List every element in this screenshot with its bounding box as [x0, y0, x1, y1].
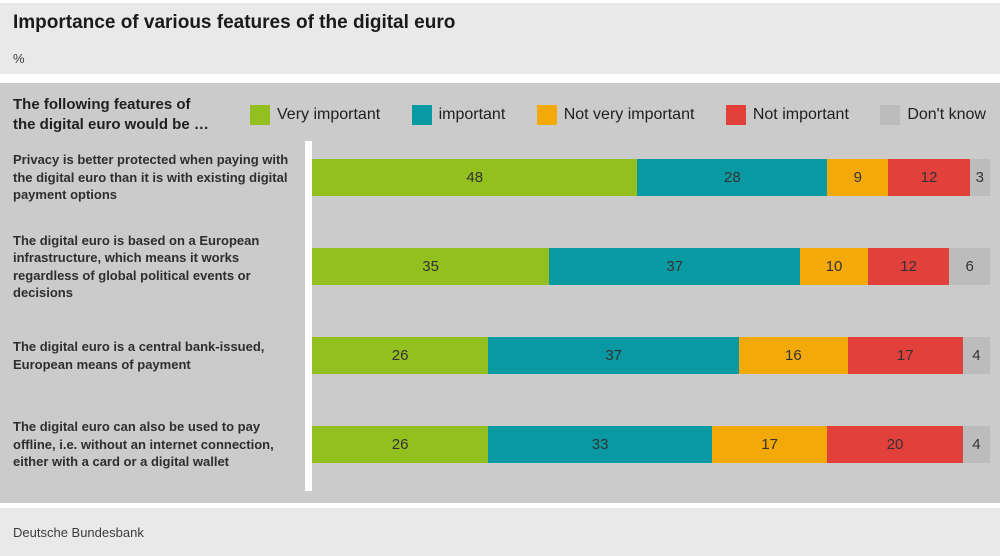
- legend-swatch-icon: [536, 105, 557, 125]
- chart-row: Privacy is better protected when paying …: [0, 147, 1000, 236]
- segment-value: 6: [965, 258, 974, 275]
- legend-label: Very important: [277, 106, 381, 123]
- source-label: Deutsche Bundesbank: [13, 524, 144, 540]
- footer-separator: [0, 503, 1000, 508]
- legend-item-very-important: Very important: [250, 105, 380, 125]
- bar-segment-very-important: 26: [312, 426, 489, 463]
- legend-label: important: [438, 106, 506, 123]
- segment-value: 4: [972, 347, 981, 364]
- legend-item-don-t-know: Don't know: [880, 105, 986, 125]
- category-label: The digital euro is based on a European …: [13, 232, 260, 301]
- chart-header: Importance of various features of the di…: [0, 3, 1000, 74]
- bar-segment-important: 33: [488, 426, 712, 463]
- legend-label: Not important: [752, 106, 849, 123]
- bar-segment-very-important: 35: [312, 248, 550, 285]
- bar-segment-don-t-know: 4: [962, 337, 990, 374]
- bar-segment-very-important: 26: [312, 337, 489, 374]
- segment-value: 9: [853, 169, 862, 186]
- stacked-bar: 48 28 9 12 3: [312, 159, 990, 196]
- legend-swatch-icon: [250, 105, 270, 125]
- legend-items: Very important important Not very importan…: [250, 105, 986, 125]
- bar-segment-very-important: 48: [312, 159, 638, 196]
- legend: The following features of the digital eu…: [0, 83, 1000, 147]
- unit-label: %: [13, 51, 25, 66]
- legend-label: Not very important: [563, 106, 695, 123]
- header-separator: [0, 74, 1000, 83]
- bar-segment-important: 37: [549, 248, 801, 285]
- stacked-bar: 26 37 16 17 4: [312, 337, 990, 374]
- segment-value: 17: [761, 436, 778, 453]
- legend-swatch-icon: [880, 105, 901, 125]
- bar-segment-not-very-important: 17: [712, 426, 828, 463]
- segment-value: 10: [825, 258, 843, 275]
- segment-value: 16: [785, 347, 802, 364]
- legend-intro: The following features of the digital eu…: [13, 95, 250, 135]
- category-label: The digital euro can also be used to pay…: [13, 419, 274, 470]
- bar-segment-important: 28: [637, 159, 828, 196]
- top-separator: [0, 0, 1000, 3]
- category-label: The digital euro is a central bank-issue…: [13, 339, 265, 372]
- legend-item-not-important: Not important: [725, 105, 849, 125]
- chart-footer: Deutsche Bundesbank: [0, 508, 1000, 556]
- chart-rows: Privacy is better protected when paying …: [0, 141, 1000, 503]
- segment-value: 20: [886, 436, 904, 453]
- bar-segment-not-important: 12: [867, 248, 950, 285]
- bar-segment-not-very-important: 10: [800, 248, 868, 285]
- segment-value: 12: [900, 258, 917, 275]
- chart-row: The digital euro can also be used to pay…: [0, 414, 1000, 503]
- legend-swatch-icon: [725, 105, 746, 125]
- segment-value: 26: [391, 436, 409, 453]
- bar-segment-not-important: 17: [847, 337, 963, 374]
- chart-row: The digital euro is a central bank-issue…: [0, 325, 1000, 414]
- bar-segment-important: 37: [488, 337, 740, 374]
- segment-value: 26: [391, 347, 409, 364]
- bar-segment-not-important: 20: [827, 426, 963, 463]
- legend-label: Don't know: [907, 106, 986, 123]
- stacked-bar: 35 37 10 12 6: [312, 248, 990, 285]
- legend-swatch-icon: [411, 105, 432, 125]
- legend-intro-line1: The following features of: [13, 96, 191, 113]
- segment-value: 37: [666, 258, 684, 275]
- chart-row: The digital euro is based on a European …: [0, 233, 1000, 325]
- legend-item-not-very-important: Not very important: [536, 105, 695, 125]
- segment-value: 33: [591, 436, 609, 453]
- segment-value: 4: [972, 436, 981, 453]
- bar-segment-not-important: 12: [888, 159, 970, 196]
- segment-value: 17: [896, 347, 914, 364]
- bar-segment-not-very-important: 9: [827, 159, 889, 196]
- axis-baseline: [305, 141, 312, 491]
- segment-value: 12: [920, 169, 938, 186]
- segment-value: 35: [422, 258, 439, 275]
- segment-value: 37: [605, 347, 623, 364]
- legend-intro-line2: the digital euro would be …: [13, 116, 209, 133]
- stacked-bar: 26 33 17 20 4: [312, 426, 990, 463]
- chart-title: Importance of various features of the di…: [13, 12, 456, 33]
- legend-item-important: important: [411, 105, 506, 125]
- segment-value: 28: [724, 169, 741, 186]
- bar-segment-don-t-know: 6: [949, 248, 990, 285]
- bar-segment-don-t-know: 4: [962, 426, 990, 463]
- bar-segment-don-t-know: 3: [969, 159, 990, 196]
- plot-area: The following features of the digital eu…: [0, 83, 1000, 503]
- category-label: Privacy is better protected when paying …: [13, 152, 289, 203]
- segment-value: 48: [466, 169, 484, 186]
- segment-value: 3: [975, 169, 984, 186]
- bar-segment-not-very-important: 16: [739, 337, 848, 374]
